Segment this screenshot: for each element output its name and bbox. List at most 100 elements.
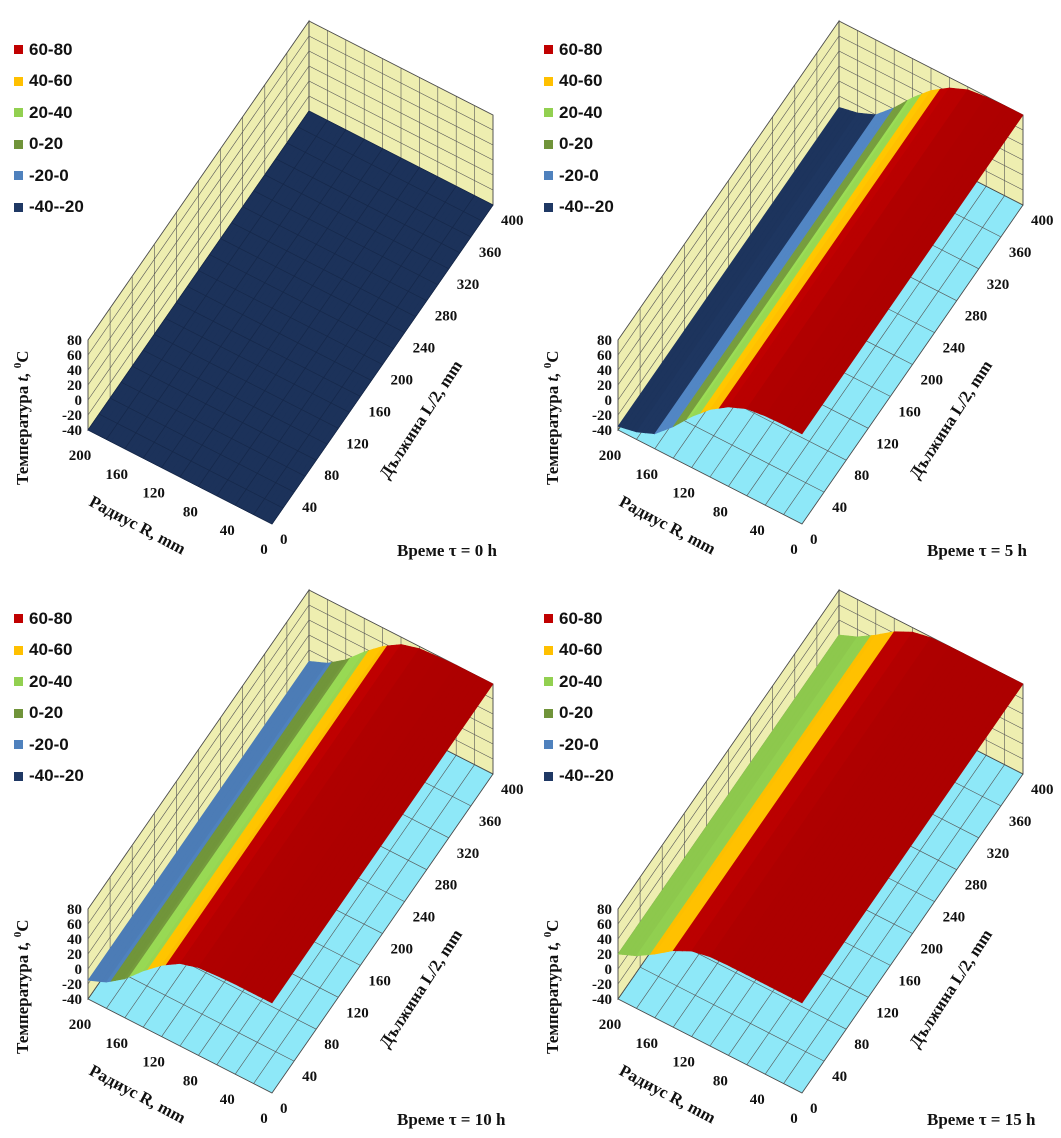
legend-label: -20-0 [559,734,599,754]
z-tick-label: 40 [67,932,82,948]
y-tick-label: 240 [943,910,966,926]
legend-label: 60-80 [559,608,603,628]
legend: 60-80 40-60 20-40 0-20 -20-0 -40--20 [14,34,84,223]
surface-grid [87,110,494,525]
y-tick-label: 400 [1031,213,1054,229]
z-tick-label: 20 [597,947,612,963]
z-axis-title-sup: 0 [12,362,24,368]
y-tick-label: 360 [1009,814,1032,830]
legend-swatch [544,171,553,181]
y-tick-label: 400 [501,782,524,798]
legend-label: 0-20 [29,134,64,154]
chart-surface-plot: 806040200-20-402001601208040004080120160… [542,19,1054,559]
x-tick-label: 80 [713,1073,728,1089]
time-caption: Време τ = 15 h [927,1110,1036,1129]
legend-swatch [14,645,23,655]
legend-item: 40-60 [544,66,614,98]
y-tick-label: 80 [324,1037,339,1053]
legend-swatch [14,740,23,750]
chart-panel-10h: 80 60 40 20 0 -20 -40 200 160 120 80 40 0 0 40 80 120 160… [0,569,530,1138]
legend-item: 60-80 [544,34,614,66]
legend-swatch [544,740,553,750]
z-tick-label: 80 [67,333,82,349]
legend-swatch [14,139,23,149]
temperature-surface [617,631,1024,1004]
legend-label: -40--20 [29,197,84,217]
legend-label: -40--20 [29,766,84,786]
legend-swatch [544,108,553,118]
y-tick-label: 0 [810,532,818,548]
legend-swatch [14,108,23,118]
z-tick-label: 40 [67,363,82,379]
legend-item: -20-0 [14,729,84,761]
legend-swatch [544,76,553,86]
legend-swatch [544,139,553,149]
z-axis-title: Температура t, 0C [542,919,562,1054]
legend-item: 20-40 [14,666,84,698]
chart-surface-plot: 806040200-20-402001601208040004080120160… [12,19,524,558]
y-tick-label: 200 [921,373,944,389]
x-tick-label: 120 [142,486,165,502]
y-tick-label: 160 [368,404,391,420]
x-tick-label: 80 [713,504,728,520]
legend-item: 20-40 [544,97,614,129]
legend-swatch [14,45,23,55]
legend-label: 40-60 [559,71,603,91]
z-axis-title-text: Температура [543,381,562,485]
legend-label: 20-40 [29,671,73,691]
x-tick-label: 120 [672,486,695,502]
chart-surface-plot: 806040200-20-402001601208040004080120160… [12,588,524,1127]
legend-item: -20-0 [544,160,614,192]
z-tick-label: 0 [605,962,613,978]
z-axis-title-unit: C [543,350,562,362]
legend-item: 40-60 [14,635,84,667]
y-tick-label: 320 [987,846,1010,862]
legend-label: 20-40 [29,102,73,122]
legend: 60-80 40-60 20-40 0-20 -20-0 -40--20 [14,603,84,792]
x-tick-label: 200 [599,448,622,464]
x-axis-title: Радиус R, mm [616,492,719,559]
z-axis-title-sup: 0 [542,931,554,937]
z-tick-label: -40 [62,992,82,1008]
z-tick-label: 20 [67,378,82,394]
x-tick-label: 160 [636,467,659,483]
y-tick-label: 360 [1009,245,1032,261]
z-tick-label: 60 [67,917,82,933]
z-axis-title-var: t, [13,368,32,381]
z-tick-label: 40 [597,932,612,948]
legend-label: 0-20 [29,703,64,723]
y-tick-label: 40 [302,1069,317,1085]
x-tick-label: 160 [106,1036,129,1052]
x-tick-label: 40 [220,523,235,539]
z-axis-title-unit: C [13,350,32,362]
y-tick-label: 40 [832,1069,847,1085]
z-axis-title: Температура t, 0C [542,350,562,485]
x-tick-label: 40 [750,1092,765,1108]
y-tick-label: 400 [1031,782,1054,798]
z-tick-label: -40 [592,992,612,1008]
legend-label: 40-60 [29,71,73,91]
y-tick-label: 160 [368,973,391,989]
legend-item: -40--20 [544,192,614,224]
x-tick-label: 200 [69,448,92,464]
y-tick-label: 0 [280,532,288,548]
legend-swatch [14,771,23,781]
y-tick-label: 240 [413,341,436,357]
x-tick-label: 40 [220,1092,235,1108]
y-tick-label: 0 [280,1101,288,1117]
y-tick-label: 280 [965,309,988,325]
y-tick-label: 200 [921,942,944,958]
y-tick-label: 120 [876,436,899,452]
z-axis-title-var: t, [13,937,32,950]
z-tick-label: -20 [62,408,82,424]
y-tick-label: 320 [987,277,1010,293]
legend-label: 60-80 [29,608,73,628]
x-tick-label: 40 [750,523,765,539]
z-tick-label: 0 [75,393,83,409]
legend-swatch [544,677,553,687]
legend-swatch [14,202,23,212]
legend-item: 0-20 [14,698,84,730]
y-tick-label: 320 [457,277,480,293]
legend-swatch [14,614,23,624]
legend-label: 60-80 [559,39,603,59]
